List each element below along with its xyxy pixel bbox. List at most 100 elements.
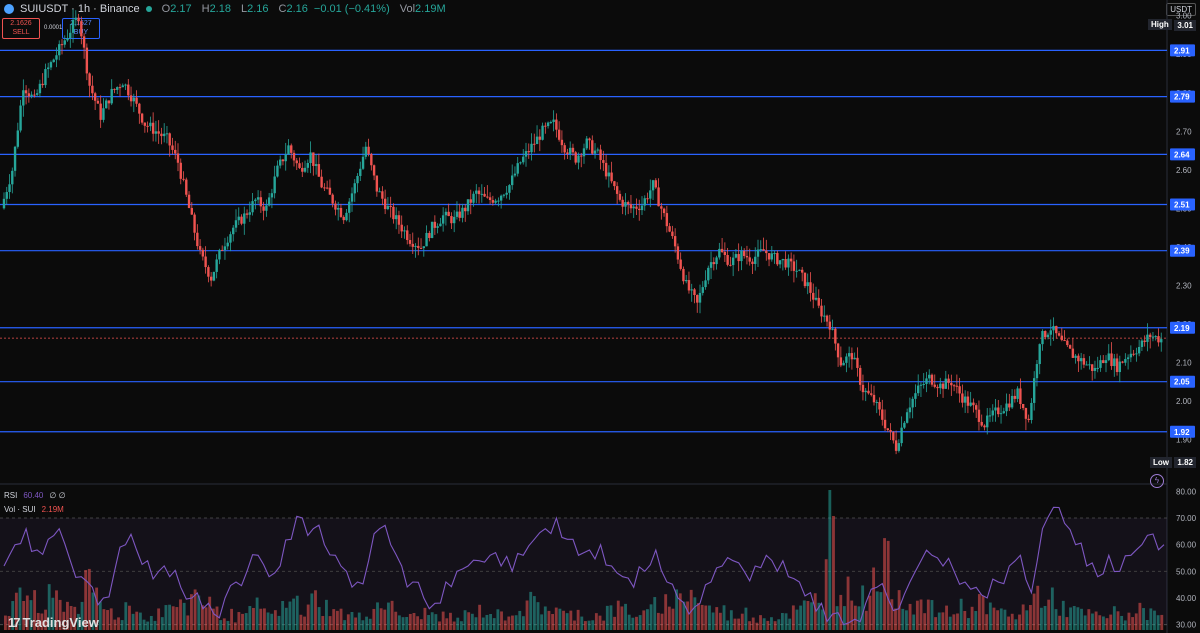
volume-bar: [711, 612, 715, 630]
rsi-extra: ∅ ∅: [49, 491, 66, 500]
candle-body: [439, 223, 442, 227]
candle-body: [162, 133, 166, 137]
volume-bar: [120, 620, 124, 630]
volume-bar: [160, 617, 164, 630]
symbol-title[interactable]: SUIUSDT · 1h · Binance: [20, 3, 140, 15]
candle-body: [845, 356, 848, 363]
candle-body: [292, 152, 296, 161]
candle-body: [356, 175, 359, 184]
candle-body: [546, 122, 550, 127]
candle-body: [499, 195, 503, 201]
candle-body: [544, 125, 547, 127]
candle-body: [353, 183, 356, 194]
volume-bar: [164, 605, 168, 630]
candle-body: [787, 258, 790, 268]
candle-body: [914, 393, 917, 399]
volume-legend[interactable]: Vol · SUI 2.19M: [4, 505, 64, 514]
candle-body: [262, 206, 265, 211]
volume-bar: [182, 602, 186, 630]
candle-body: [367, 146, 370, 155]
candle-body: [406, 230, 409, 241]
level-price-label: 2.51: [1174, 200, 1190, 209]
candle-body: [1044, 331, 1047, 338]
candle-body: [240, 216, 243, 224]
candle-body: [336, 207, 340, 210]
level-price-tag: [1170, 244, 1195, 257]
volume-bar: [200, 605, 204, 630]
volume-bar: [598, 615, 602, 630]
volume-bar: [1043, 606, 1047, 630]
candle-body: [684, 280, 688, 282]
volume-bar: [511, 615, 514, 630]
candle-body: [154, 131, 158, 134]
sell-price: 2.1626: [10, 20, 32, 27]
candle-body: [516, 163, 519, 174]
alert-bolt-icon[interactable]: ϟ: [1150, 474, 1164, 488]
candle-body: [593, 150, 597, 154]
volume-bar: [554, 607, 558, 630]
volume-bar: [967, 618, 970, 630]
candle-body: [519, 162, 522, 164]
sell-button[interactable]: 2.1626 SELL: [2, 18, 40, 39]
candle-body: [894, 440, 898, 451]
volume-bar: [390, 600, 394, 630]
candle-body: [27, 93, 31, 97]
volume-bar: [383, 609, 387, 630]
tradingview-logo[interactable]: 17 TradingView: [8, 615, 99, 630]
rsi-line: [3, 506, 1165, 626]
volume-bar: [507, 616, 511, 630]
volume-bar: [434, 614, 438, 630]
volume-bar: [817, 602, 821, 630]
volume-bar: [901, 608, 905, 630]
candle-body: [179, 162, 182, 179]
volume-bar: [1142, 608, 1145, 630]
rsi-label: RSI: [4, 491, 18, 500]
volume-bar: [1134, 613, 1138, 630]
candle-body: [988, 415, 992, 417]
candle-body: [411, 243, 414, 247]
volume-bar: [853, 605, 857, 630]
candle-body: [591, 140, 594, 154]
candle-body: [823, 315, 826, 317]
candle-body: [102, 108, 105, 120]
volume-bar: [832, 515, 835, 630]
candle-body: [472, 193, 475, 203]
level-price-tag: [1170, 44, 1195, 57]
volume-bar: [518, 610, 522, 630]
volume-bar: [7, 615, 11, 630]
volume-bar: [591, 620, 595, 630]
candle-body: [530, 143, 533, 153]
candle-body: [654, 180, 658, 188]
volume-bar: [58, 599, 62, 630]
candle-body: [218, 249, 221, 260]
candle-body: [585, 138, 588, 149]
volume-bar: [124, 602, 128, 630]
candle-body: [419, 247, 423, 249]
candle-body: [729, 264, 732, 266]
candle-body: [604, 162, 608, 177]
volume-bar: [580, 616, 584, 630]
volume-bar: [339, 608, 343, 630]
volume-bar: [230, 608, 234, 630]
rsi-legend[interactable]: RSI 60.40 ∅ ∅: [4, 491, 66, 500]
candle-body: [892, 431, 895, 441]
volume-bar: [740, 613, 744, 630]
candle-body: [1146, 334, 1149, 342]
candle-body: [381, 191, 384, 199]
candle-body: [803, 272, 807, 287]
candle-body: [450, 216, 453, 224]
volume-bar: [937, 612, 941, 630]
candle-body: [1093, 367, 1097, 371]
volume-bar: [1029, 605, 1032, 630]
volume-bar: [419, 619, 423, 630]
candle-body: [176, 153, 180, 163]
spread-value: 0.0001: [44, 25, 63, 31]
volume-bar: [66, 601, 69, 630]
volume-bar: [616, 600, 620, 630]
volume-bar: [594, 613, 598, 630]
volume-bar: [171, 606, 175, 630]
candle-body: [480, 193, 484, 195]
candle-body: [488, 197, 492, 201]
candle-body: [229, 234, 232, 243]
